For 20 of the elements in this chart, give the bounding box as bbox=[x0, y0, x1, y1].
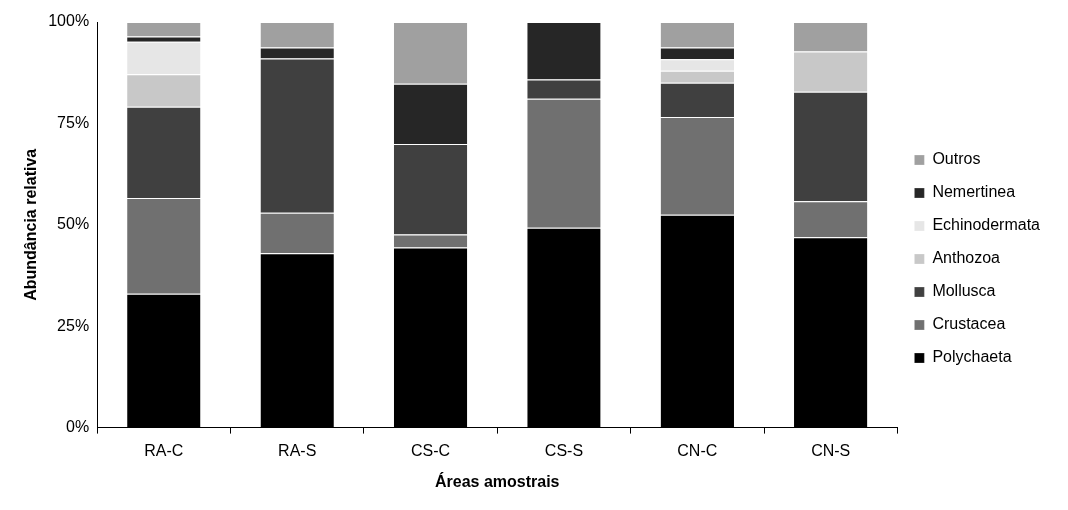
x-tick-label: CN-C bbox=[677, 441, 718, 459]
y-tick-label: 75% bbox=[57, 113, 90, 131]
legend-label: Mollusca bbox=[932, 282, 996, 300]
x-tick-label: CN-S bbox=[811, 441, 851, 459]
legend-label: Crustacea bbox=[932, 315, 1006, 333]
y-tick-label: 25% bbox=[57, 316, 90, 334]
x-tick-label: RA-S bbox=[278, 441, 317, 459]
legend-label: Nemertinea bbox=[932, 183, 1016, 201]
x-tick-label: CS-C bbox=[411, 441, 451, 459]
legend-label: Echinodermata bbox=[932, 216, 1041, 234]
x-tick-label: RA-C bbox=[144, 441, 184, 459]
legend-label: Outros bbox=[932, 150, 981, 168]
y-axis-title: Abundância relativa bbox=[22, 148, 40, 301]
x-tick-label: CS-S bbox=[544, 441, 584, 459]
y-tick-label: 50% bbox=[57, 215, 90, 233]
y-tick-label: 0% bbox=[66, 418, 90, 436]
legend-label: Anthozoa bbox=[932, 249, 1001, 267]
y-tick-label: 100% bbox=[48, 12, 90, 30]
legend-label: Polychaeta bbox=[932, 348, 1012, 366]
x-axis-title: Áreas amostrais bbox=[434, 471, 560, 490]
